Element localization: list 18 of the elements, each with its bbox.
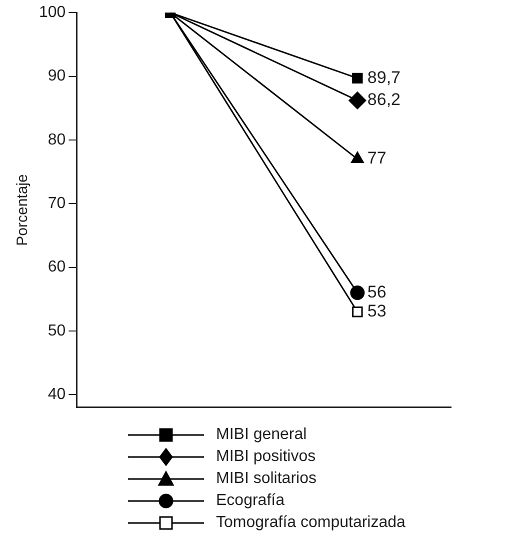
y-tick-label: 100 [38,4,66,22]
y-tick-label: 70 [48,195,66,212]
data-label: 86,2 [367,90,401,110]
data-label: 77 [367,148,386,168]
y-axis-title: Porcentaje [14,174,32,246]
y-tick-label: 60 [48,258,66,276]
legend-label: MIBI positivos [216,448,316,466]
legend-label: MIBI solitarios [216,470,316,488]
y-tick-label: 50 [48,322,66,340]
legend-label: Tomografía computarizada [216,514,406,532]
legend-label: Ecografía [216,492,284,510]
y-tick-label: 90 [48,68,66,85]
legend-label: MIBI general [216,426,307,444]
data-label: 53 [367,302,386,321]
data-label: 89,7 [367,68,401,87]
data-label: 56 [367,282,386,302]
y-tick-label: 40 [48,386,66,404]
y-tick-label: 80 [48,131,66,148]
